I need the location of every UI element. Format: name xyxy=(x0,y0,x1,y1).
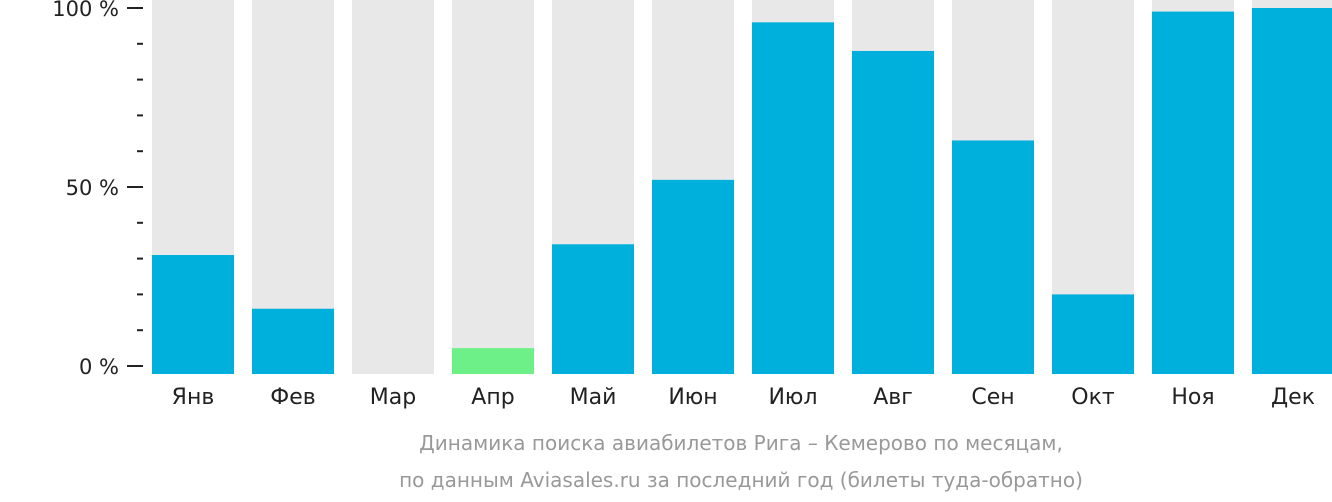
x-tick-label: Ноя xyxy=(1171,385,1214,410)
x-tick-label: Май xyxy=(570,385,617,410)
y-axis: 0 % 50 % 100 % xyxy=(52,0,143,379)
y-tick-label: 100 % xyxy=(52,0,119,21)
bar xyxy=(852,50,934,375)
x-tick-label: Дек xyxy=(1271,385,1315,410)
chart-caption-line2: по данным Aviasales.ru за последний год … xyxy=(399,468,1083,492)
x-axis-labels: Янв Фев Мар Апр Май Июн Июл Авг Сен Окт Ноя Дек xyxy=(172,385,1315,410)
bar-background xyxy=(352,0,434,374)
x-tick-label: Мар xyxy=(370,385,416,410)
x-tick-label: Янв xyxy=(172,385,215,410)
y-tick-label: 0 % xyxy=(79,355,119,379)
bar xyxy=(152,255,234,374)
x-tick-label: Авг xyxy=(873,385,913,410)
bar xyxy=(952,140,1034,374)
x-tick-label: Июн xyxy=(668,385,717,410)
y-tick-label: 50 % xyxy=(66,176,119,200)
x-tick-label: Фев xyxy=(270,385,315,410)
bar xyxy=(552,244,634,374)
x-tick-label: Сен xyxy=(971,385,1014,410)
x-tick-label: Апр xyxy=(471,385,514,410)
x-tick-label: Окт xyxy=(1071,385,1115,410)
bar xyxy=(1052,294,1134,374)
x-tick-label: Июл xyxy=(768,385,817,410)
chart-caption-line1: Динамика поиска авиабилетов Рига – Кемер… xyxy=(419,431,1063,455)
bar xyxy=(1152,11,1234,375)
bar-background xyxy=(452,0,534,374)
bar xyxy=(252,308,334,374)
bar xyxy=(452,348,534,374)
bar xyxy=(752,22,834,374)
bar xyxy=(652,179,734,374)
bars xyxy=(152,0,1332,375)
bar xyxy=(1252,8,1332,374)
